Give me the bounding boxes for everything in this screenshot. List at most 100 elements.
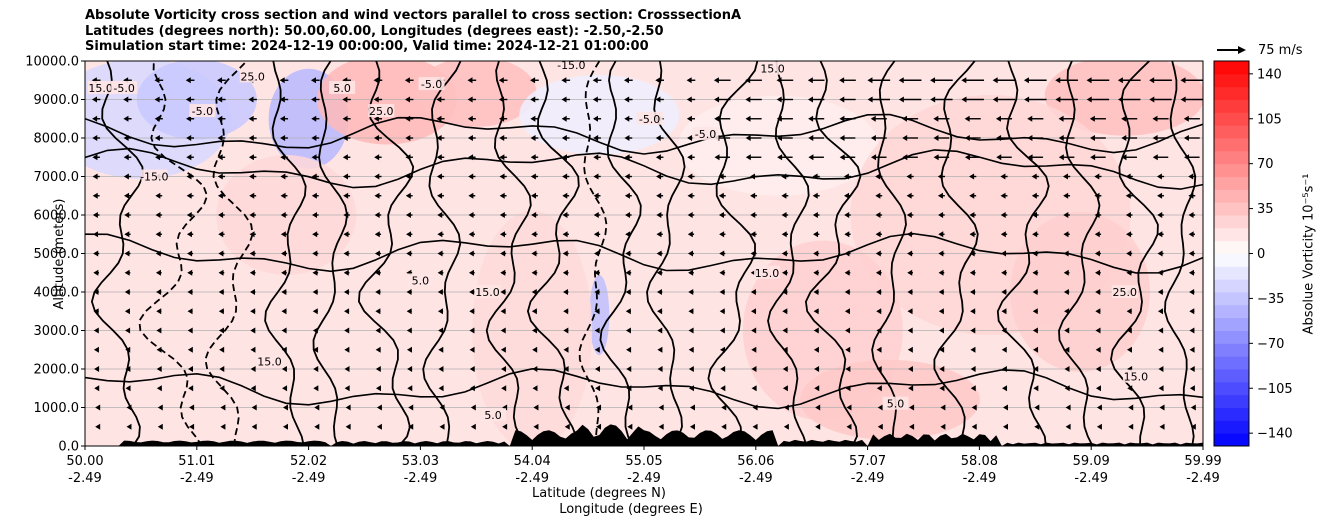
wind-vector [933,154,950,161]
reference-arrow [1217,46,1246,54]
wind-vector [961,77,985,84]
wind-vector [469,327,475,334]
contour-label: 15.0 [755,267,780,280]
wind-vector [751,346,757,353]
wind-vector [1095,289,1101,295]
colorbar-step [1214,407,1249,421]
wind-vector [562,212,570,218]
wind-vector [313,385,319,392]
wind-vector [126,423,132,430]
wind-vector [467,77,477,84]
y-ticks: 0.0 1000.0 2000.0 3000.0 4000.0 5000.0 6000.0 7… [25,55,85,455]
wind-vector [971,404,977,411]
contour-label-bg [1111,285,1138,298]
wind-vector [592,115,602,122]
wind-vector [345,423,351,430]
wind-vector [843,173,852,180]
wind-vector [750,192,758,199]
wind-vector [625,308,631,315]
wind-vector [656,231,663,238]
wind-vector [689,385,695,392]
colorbar-step [1214,215,1249,229]
x-tick-label-lat: 53.03 [402,454,439,469]
wind-vector [964,115,981,122]
wind-vector [996,154,1012,161]
colorbar-step [1214,125,1249,139]
wind-vector [1095,269,1101,276]
wind-vector [938,269,945,276]
wind-vector [593,135,601,141]
contour-label: 5.0 [333,82,351,95]
wind-vector [438,346,444,353]
wind-vector [594,366,600,372]
wind-vector [250,366,256,372]
wind-vector [437,231,444,238]
colorbar-step [1214,266,1249,280]
wind-vector [1126,231,1133,238]
wind-vector [845,346,851,353]
wind-vector [217,135,226,141]
y-tick-label: 3000.0 [34,324,80,339]
wind-vector [656,269,663,276]
wind-vector [92,192,100,199]
wind-vector [95,423,101,430]
wind-vector [123,96,132,103]
wind-vector [1063,289,1070,295]
wind-vector [909,423,915,430]
wind-vector [123,154,132,161]
wind-vector [312,327,318,334]
wind-vector [1063,231,1070,238]
wind-vector [627,404,633,411]
wind-vector [1121,135,1138,141]
wind-vector [437,192,444,199]
wind-vector [1127,385,1133,392]
wind-vector [563,308,569,315]
wind-vector [310,77,320,84]
contour-label-bg [882,396,909,410]
wind-vector [344,366,350,372]
wind-vector [718,212,726,218]
wind-vector [906,173,914,180]
wind-vector [248,135,257,141]
wind-vector [500,289,506,295]
wind-vector [438,327,444,334]
wind-vector [592,77,602,84]
wind-vector [751,385,757,392]
contour-line [264,61,307,446]
contour-label: -15.0 [140,171,168,184]
wind-vector [126,404,132,411]
wind-vector [1064,308,1070,315]
wind-vector [814,385,820,392]
wind-vector [1032,212,1039,218]
wind-vector [498,77,508,84]
wind-vector [343,289,350,295]
wind-vector [813,327,819,334]
wind-vector [281,346,287,353]
colorbar-tick-label: 140 [1257,67,1282,82]
terrain-fill [85,424,1203,446]
contour-label-bg [558,61,585,71]
wind-vector [907,289,913,295]
wind-vector [720,346,726,353]
colorbar-step [1214,150,1249,165]
wind-vector [467,135,476,141]
wind-vector [595,385,601,392]
wind-vector [876,289,882,295]
wind-vector [1180,96,1203,103]
wind-vector [1064,385,1070,392]
colorbar-step [1214,304,1249,319]
contour-label-bg [474,285,501,298]
wind-vector [907,366,913,372]
wind-vector [250,385,256,392]
wind-vector [531,308,537,315]
wind-vector [807,96,825,103]
wind-vector [311,173,319,180]
wind-vector [938,231,945,238]
wind-vector [468,212,476,218]
reference-vector-label: 75 m/s [1258,43,1303,58]
wind-vector [1117,77,1141,84]
wind-vector [436,173,445,180]
wind-vector [530,135,539,141]
wind-vector [687,173,695,180]
wind-vector [867,96,890,103]
